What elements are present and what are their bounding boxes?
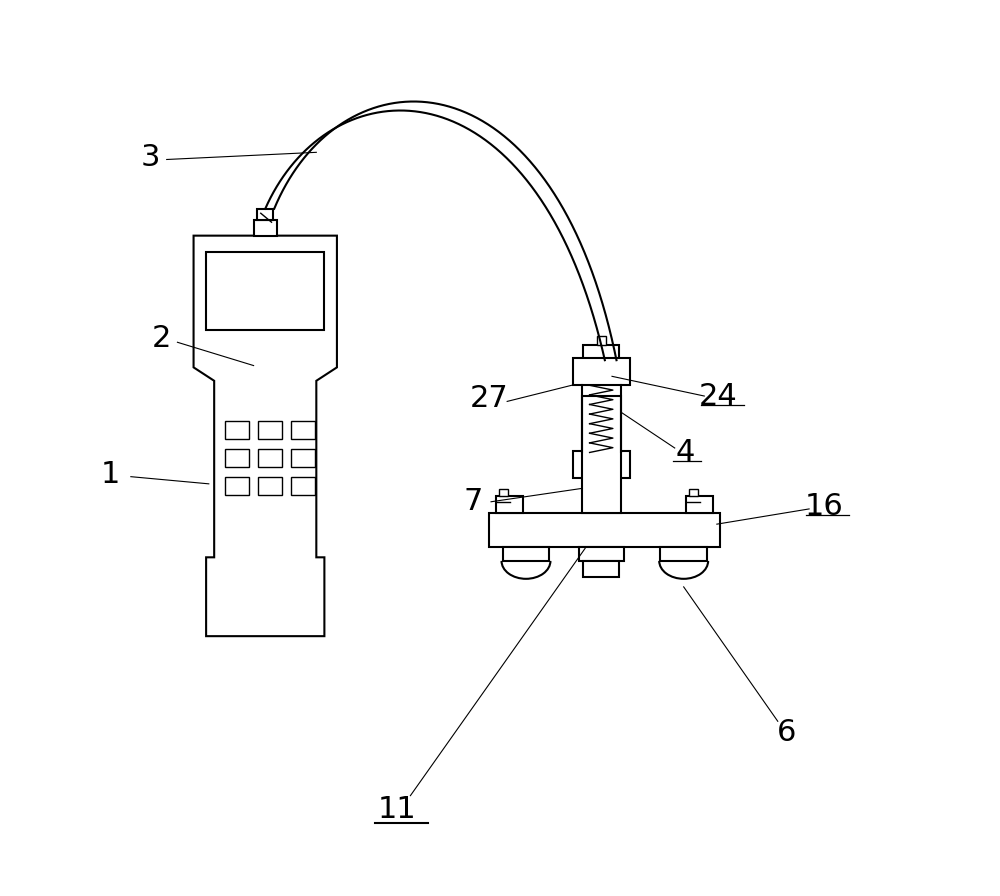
Bar xyxy=(291,421,315,439)
Bar xyxy=(582,396,621,513)
Bar xyxy=(579,547,624,561)
Polygon shape xyxy=(194,236,337,636)
Bar xyxy=(573,451,630,478)
Bar xyxy=(257,209,273,220)
Text: 11: 11 xyxy=(378,795,416,823)
Bar xyxy=(597,336,606,345)
Text: 3: 3 xyxy=(141,143,160,172)
Bar xyxy=(583,345,619,361)
Text: 27: 27 xyxy=(470,384,509,413)
Bar xyxy=(225,421,249,439)
Bar xyxy=(660,547,707,561)
Text: 4: 4 xyxy=(676,438,695,467)
Text: 2: 2 xyxy=(152,324,171,353)
Text: 7: 7 xyxy=(463,487,483,516)
Bar xyxy=(258,449,282,467)
Bar xyxy=(206,252,324,330)
Bar xyxy=(583,561,619,577)
Bar xyxy=(258,421,282,439)
Bar xyxy=(503,547,549,561)
Text: 24: 24 xyxy=(699,382,738,410)
Bar xyxy=(686,496,713,513)
Bar xyxy=(291,449,315,467)
Bar xyxy=(573,358,630,385)
Bar xyxy=(499,489,508,496)
Bar xyxy=(258,477,282,495)
Bar xyxy=(489,513,720,547)
Bar xyxy=(496,496,523,513)
Text: 16: 16 xyxy=(805,492,844,521)
Text: 1: 1 xyxy=(101,461,120,489)
Text: 6: 6 xyxy=(777,719,796,747)
Bar xyxy=(225,477,249,495)
Bar xyxy=(254,220,277,236)
Bar xyxy=(291,477,315,495)
Bar xyxy=(689,489,698,496)
Bar xyxy=(225,449,249,467)
